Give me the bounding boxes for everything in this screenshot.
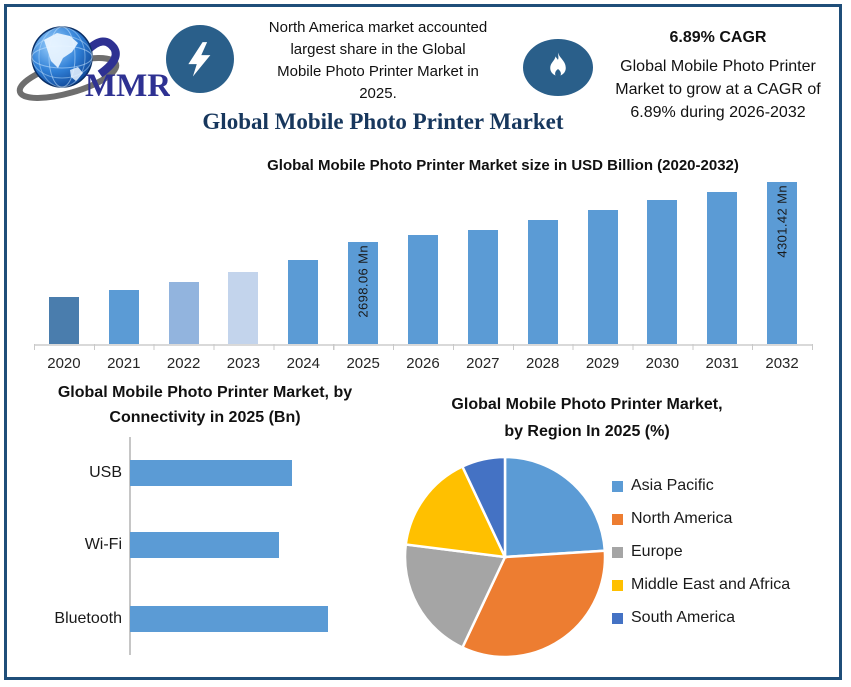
bar-column-2026: 2026 xyxy=(393,176,453,372)
pie-slice-south-america xyxy=(460,455,507,558)
connectivity-label: Wi-Fi xyxy=(84,536,122,553)
logo-text: MMR xyxy=(85,68,170,104)
connectivity-chart-title-line1: Global Mobile Photo Printer Market, by xyxy=(57,384,353,401)
legend-item-middle-east-and-africa: Middle East and Africa xyxy=(612,575,842,595)
legend-label: North America xyxy=(631,510,733,527)
x-axis-label-2029: 2029 xyxy=(585,355,620,372)
region-pie-title-line2: by Region In 2025 (%) xyxy=(504,423,670,440)
right-callout: 6.89% CAGR Global Mobile Photo Printer M… xyxy=(598,26,838,124)
connectivity-bar-usb xyxy=(130,460,292,486)
region-pie-chart xyxy=(403,455,607,659)
bar-2029 xyxy=(587,210,618,344)
pie-slice-middle-east-and-africa xyxy=(404,464,508,559)
bar-2030 xyxy=(647,200,678,344)
bar-2031 xyxy=(707,191,738,344)
legend-swatch xyxy=(612,546,623,558)
connectivity-row-bluetooth: Bluetooth xyxy=(20,606,328,632)
connectivity-bar-bluetooth xyxy=(130,606,328,632)
bar-2023 xyxy=(228,272,259,344)
x-axis-label-2026: 2026 xyxy=(406,355,440,372)
bar-2027 xyxy=(467,229,498,344)
x-axis-label-2028: 2028 xyxy=(525,355,560,372)
market-size-chart-x-ticks xyxy=(34,344,813,350)
x-axis-label-2021: 2021 xyxy=(107,355,141,372)
bar-2022 xyxy=(168,282,199,344)
x-axis-label-2020: 2020 xyxy=(47,355,81,372)
bar-column-2029: 2029 xyxy=(573,176,633,372)
pie-slice-north-america xyxy=(460,549,607,659)
x-axis-label-2025: 2025 xyxy=(346,355,380,372)
bar-column-2030: 2030 xyxy=(632,176,692,372)
connectivity-row-usb: USB xyxy=(20,460,292,486)
region-pie-title-line1: Global Mobile Photo Printer Market, xyxy=(451,396,723,413)
right-callout-line: Market to grow at a CAGR of xyxy=(615,81,821,98)
legend-item-north-america: North America xyxy=(612,509,842,529)
connectivity-label: Bluetooth xyxy=(54,610,122,627)
bar-column-2020: 2020 xyxy=(34,176,94,372)
market-size-chart-title: Global Mobile Photo Printer Market size … xyxy=(267,157,739,174)
infographic-frame xyxy=(4,4,842,680)
connectivity-label: USB xyxy=(89,464,122,481)
connectivity-bar-wi-fi xyxy=(130,532,279,558)
x-axis-label-2027: 2027 xyxy=(466,355,500,372)
bar-column-2027: 2027 xyxy=(453,176,513,372)
region-pie-legend: Asia Pacific North America Europe Middle Ea… xyxy=(612,476,842,641)
bar-2032: 4301.42 Mn xyxy=(767,181,798,344)
right-callout-line: Global Mobile Photo Printer xyxy=(620,58,816,75)
x-axis-label-2024: 2024 xyxy=(286,355,320,372)
bar-column-2024: 2024 xyxy=(273,176,333,372)
legend-label: Asia Pacific xyxy=(631,477,714,494)
bar-column-2023: 2023 xyxy=(214,176,274,372)
globe-continent xyxy=(44,33,78,68)
bar-2028 xyxy=(527,220,558,344)
market-size-chart-bars: 2020 2021 2022 2023 2024 2698.06 Mn 2025 2026 20… xyxy=(34,176,812,372)
legend-item-europe: Europe xyxy=(612,542,842,562)
bar-2020 xyxy=(48,296,79,344)
x-axis-label-2022: 2022 xyxy=(166,355,201,372)
bar-column-2032: 4301.42 Mn 2032 xyxy=(752,176,812,372)
legend-label: South America xyxy=(631,609,736,626)
bar-column-2022: 2022 xyxy=(154,176,214,372)
bar-2026 xyxy=(407,234,438,344)
left-callout-line: North America market accounted xyxy=(268,19,488,36)
legend-swatch xyxy=(612,480,623,492)
legend-item-asia-pacific: Asia Pacific xyxy=(612,476,842,496)
bar-column-2028: 2028 xyxy=(513,176,573,372)
cagr-title: 6.89% CAGR xyxy=(669,29,767,46)
data-label-2032: 4301.42 Mn xyxy=(774,184,790,258)
bar-column-2025: 2698.06 Mn 2025 xyxy=(333,176,393,372)
mmr-logo: MMR xyxy=(12,12,172,108)
legend-swatch xyxy=(612,579,623,591)
legend-swatch xyxy=(612,612,623,624)
data-label-2025: 2698.06 Mn xyxy=(355,245,371,318)
lightning-icon xyxy=(166,25,234,93)
legend-item-south-america: South America xyxy=(612,608,842,628)
legend-label: Europe xyxy=(631,543,683,560)
bar-2025: 2698.06 Mn xyxy=(348,242,379,344)
left-callout-line: 2025. xyxy=(359,85,397,102)
legend-swatch xyxy=(612,513,623,525)
pie-slice-europe xyxy=(403,543,507,650)
page-title: Global Mobile Photo Printer Market xyxy=(202,109,564,134)
x-axis-label-2030: 2030 xyxy=(645,355,680,372)
pie-slice-asia-pacific xyxy=(503,455,607,559)
bar-column-2021: 2021 xyxy=(94,176,154,372)
connectivity-chart-plot: USB Wi-Fi Bluetooth xyxy=(20,437,360,658)
left-callout: North America market accounted largest s… xyxy=(238,17,518,105)
bar-2021 xyxy=(108,290,139,344)
legend-label: Middle East and Africa xyxy=(631,576,791,593)
connectivity-chart-title-line2: Connectivity in 2025 (Bn) xyxy=(109,409,301,426)
flame-icon xyxy=(523,39,593,96)
connectivity-row-wi-fi: Wi-Fi xyxy=(20,532,279,558)
x-axis-label-2023: 2023 xyxy=(226,355,261,372)
left-callout-line: Mobile Photo Printer Market in xyxy=(277,63,479,80)
bar-2024 xyxy=(288,260,319,344)
left-callout-line: largest share in the Global xyxy=(290,41,466,58)
x-axis-label-2032: 2032 xyxy=(765,355,799,372)
x-axis-label-2031: 2031 xyxy=(705,355,739,372)
right-callout-line: 6.89% during 2026-2032 xyxy=(630,104,806,121)
bar-column-2031: 2031 xyxy=(692,176,752,372)
logo-two-swoosh xyxy=(85,37,120,78)
